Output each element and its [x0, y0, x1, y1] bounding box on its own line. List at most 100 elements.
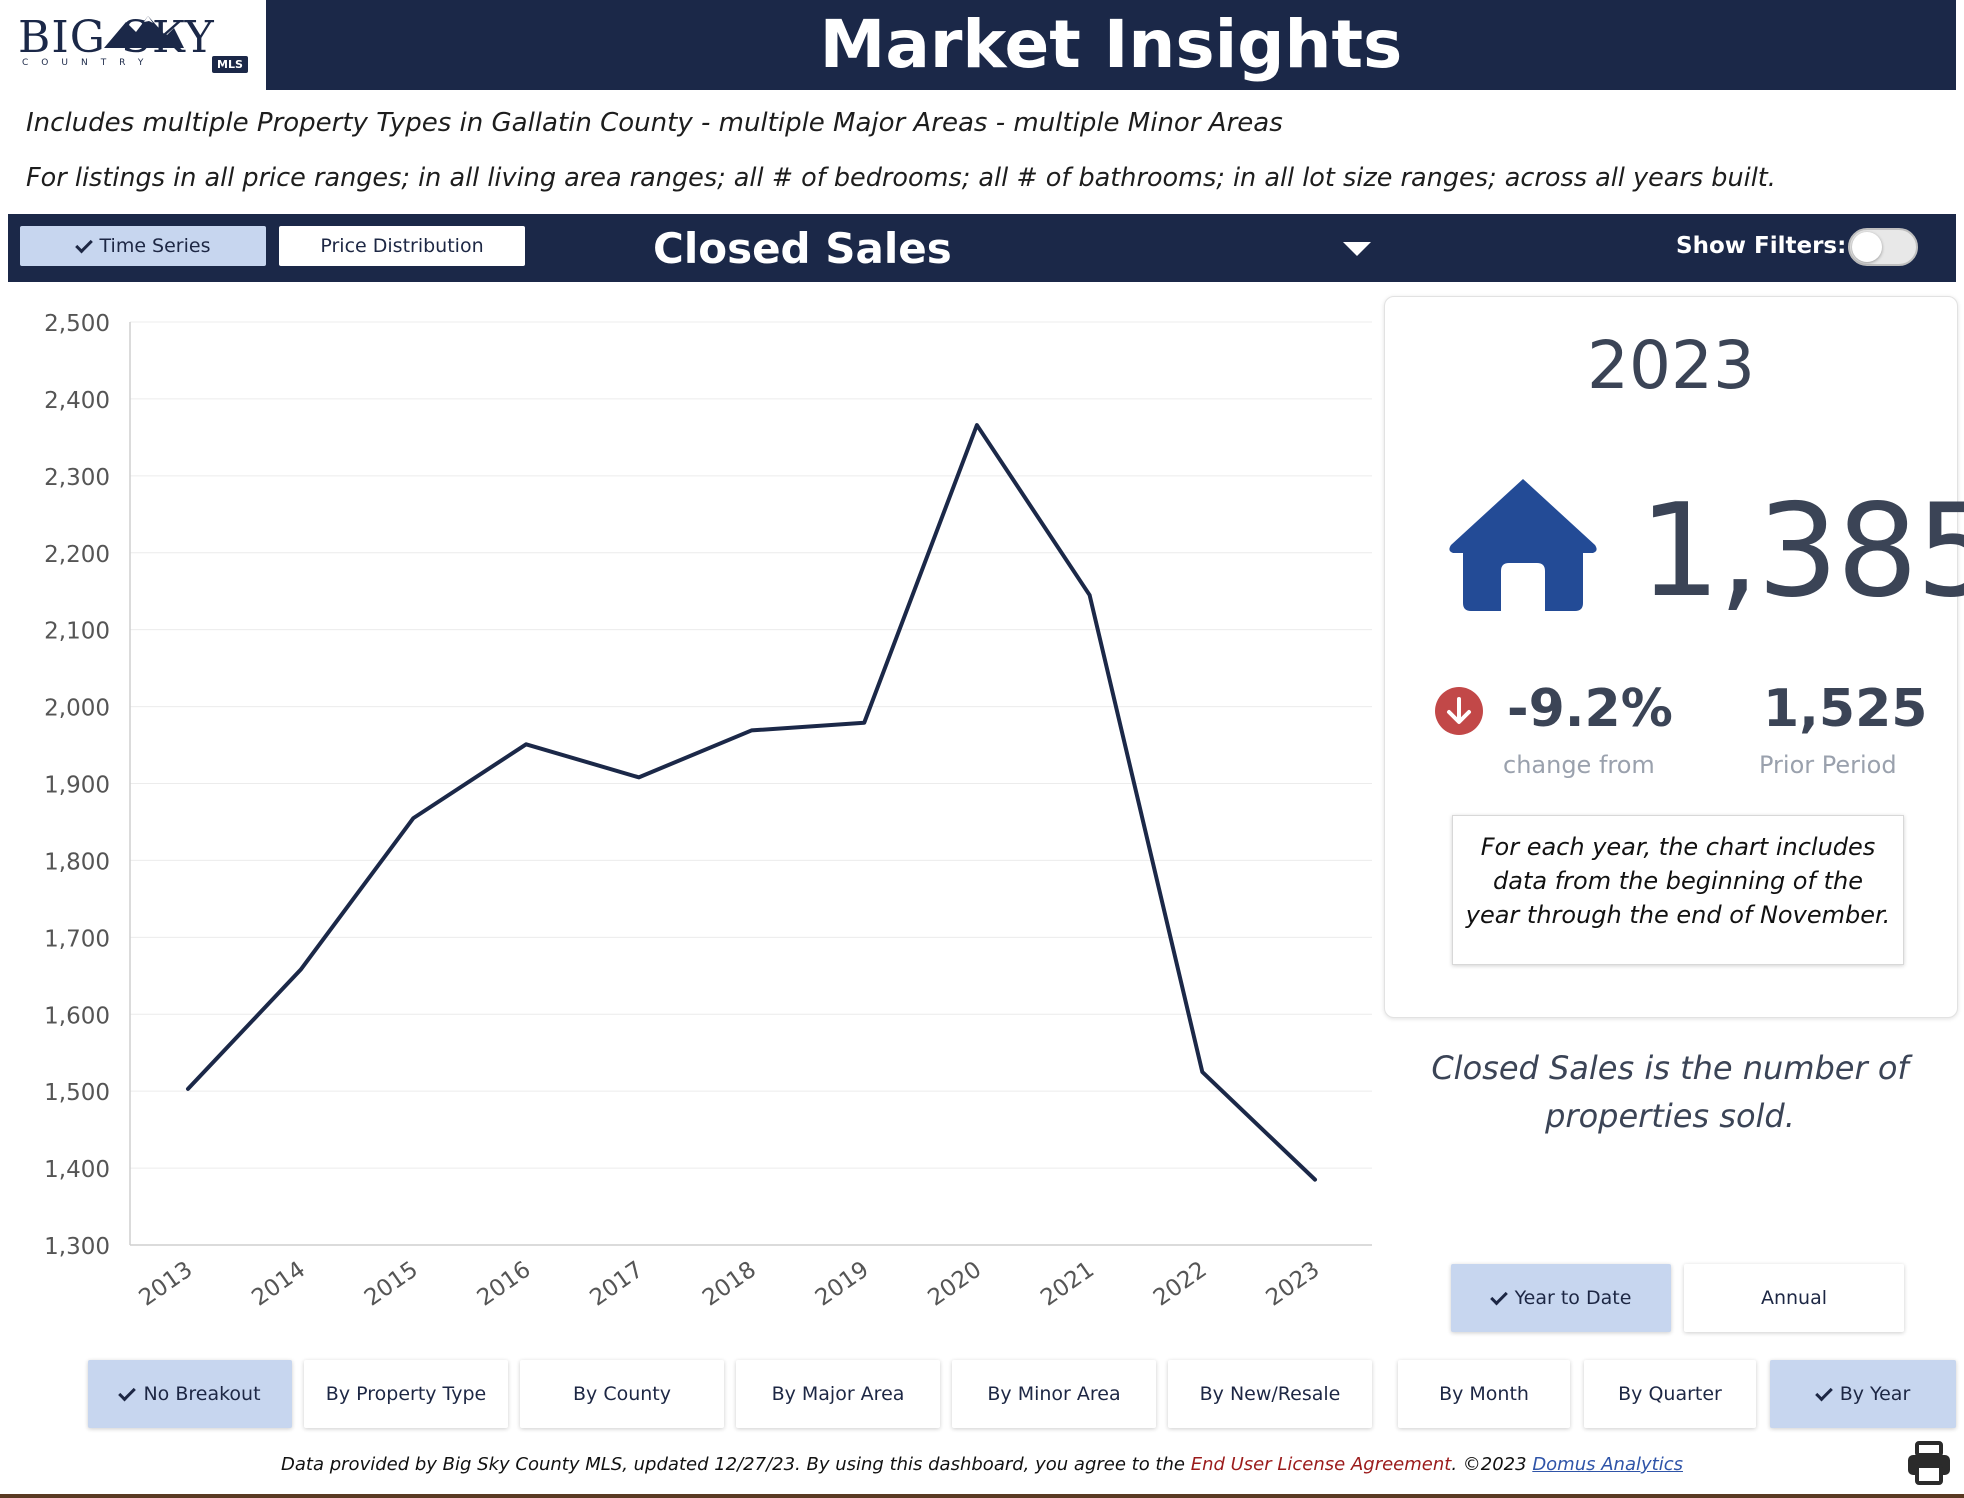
x-tick-label: 2023 [1262, 1257, 1325, 1312]
print-icon[interactable] [1906, 1440, 1952, 1486]
data-point[interactable] [1307, 1172, 1323, 1188]
by-minor-area-button[interactable]: By Minor Area [952, 1360, 1156, 1428]
eula-link[interactable]: End User License Agreement [1190, 1454, 1452, 1475]
y-tick-label: 2,400 [44, 388, 110, 414]
year-to-date-button[interactable]: Year to Date [1451, 1264, 1671, 1332]
data-point[interactable] [293, 962, 309, 978]
tab-price-distribution[interactable]: Price Distribution [279, 226, 525, 266]
kpi-change-label: change from [1503, 751, 1655, 779]
check-icon [118, 1383, 137, 1401]
tab-time-series[interactable]: Time Series [20, 226, 266, 266]
y-tick-label: 1,400 [44, 1157, 110, 1183]
metric-label: Closed Sales [653, 224, 952, 273]
footer-text: Data provided by Big Sky County MLS, upd… [0, 1454, 1964, 1475]
button-label: Year to Date [1514, 1287, 1632, 1309]
kpi-card: 2023 1,385 -9.2% change from 1,525 Prior… [1384, 296, 1964, 1018]
header-bar: Market Insights [266, 0, 1956, 90]
y-tick-label: 1,700 [44, 926, 110, 952]
kpi-value: 1,385 [1639, 477, 1964, 626]
data-point[interactable] [631, 769, 647, 785]
by-new-resale-button[interactable]: By New/Resale [1168, 1360, 1372, 1428]
x-tick-label: 2021 [1036, 1257, 1099, 1312]
data-point[interactable] [405, 810, 421, 826]
toolbar: Time Series Price Distribution Closed Sa… [8, 214, 1956, 282]
tab-label: Price Distribution [320, 235, 484, 257]
y-tick-label: 2,200 [44, 542, 110, 568]
by-month-button[interactable]: By Month [1398, 1360, 1570, 1428]
y-tick-label: 2,300 [44, 465, 110, 491]
page-title: Market Insights [819, 6, 1403, 83]
show-filters-label: Show Filters: [1676, 233, 1847, 259]
domus-analytics-link[interactable]: Domus Analytics [1532, 1454, 1683, 1475]
button-label: By County [573, 1383, 671, 1405]
logo-subtext: COUNTRY [22, 58, 157, 68]
closed-sales-chart: 1,300 1,400 1,500 1,600 1,700 1,800 1,900 2,000… [0, 290, 1380, 1330]
kpi-year: 2023 [1587, 327, 1755, 404]
kpi-change: -9.2% [1507, 679, 1673, 739]
kpi-prior-value: 1,525 [1763, 679, 1928, 739]
filter-summary-1: Includes multiple Property Types in Gall… [26, 108, 1283, 138]
x-tick-label: 2020 [923, 1257, 986, 1312]
check-icon [74, 235, 93, 253]
by-major-area-button[interactable]: By Major Area [736, 1360, 940, 1428]
x-tick-label: 2015 [360, 1257, 423, 1312]
y-tick-label: 2,500 [44, 311, 110, 337]
y-tick-label: 1,300 [44, 1234, 110, 1260]
no-breakout-button[interactable]: No Breakout [88, 1360, 292, 1428]
x-tick-label: 2017 [585, 1257, 648, 1312]
house-icon [1449, 479, 1597, 611]
filter-summary-2: For listings in all price ranges; in all… [26, 163, 1776, 193]
kpi-prior-label: Prior Period [1759, 751, 1897, 779]
series-line [186, 423, 1317, 1182]
bottom-border [0, 1494, 1964, 1498]
data-point[interactable] [518, 736, 534, 752]
check-icon [1489, 1287, 1508, 1305]
y-tick-label: 1,500 [44, 1080, 110, 1106]
logo-badge: MLS [212, 56, 248, 73]
data-point[interactable] [1194, 1064, 1210, 1080]
data-point[interactable] [744, 722, 760, 738]
button-label: By Year [1839, 1383, 1911, 1405]
big-sky-logo: BIG SKY COUNTRY MLS [0, 0, 266, 90]
data-point[interactable] [969, 417, 985, 433]
down-arrow-icon [1435, 687, 1483, 735]
x-tick-label: 2013 [135, 1257, 198, 1312]
x-tick-label: 2022 [1149, 1257, 1212, 1312]
show-filters-toggle[interactable] [1848, 228, 1918, 266]
annual-button[interactable]: Annual [1684, 1264, 1904, 1332]
button-label: By New/Resale [1199, 1383, 1341, 1405]
y-tick-label: 1,600 [44, 1003, 110, 1029]
mountain-icon [104, 16, 184, 48]
x-tick-label: 2018 [698, 1257, 761, 1312]
data-point[interactable] [1082, 587, 1098, 603]
button-label: No Breakout [143, 1383, 261, 1405]
toggle-knob [1852, 232, 1882, 262]
button-label: By Quarter [1618, 1383, 1722, 1405]
button-label: By Month [1439, 1383, 1529, 1405]
chart-svg: 1,300 1,400 1,500 1,600 1,700 1,800 1,900 2,000… [44, 311, 1372, 1312]
y-tick-label: 2,000 [44, 696, 110, 722]
footer-copyright: . ©2023 [1451, 1454, 1533, 1475]
by-property-type-button[interactable]: By Property Type [304, 1360, 508, 1428]
by-year-button[interactable]: By Year [1770, 1360, 1956, 1428]
x-tick-label: 2014 [247, 1257, 310, 1312]
button-label: Annual [1760, 1287, 1828, 1309]
button-label: By Minor Area [987, 1383, 1121, 1405]
tab-label: Time Series [99, 235, 211, 257]
metric-dropdown[interactable]: Closed Sales [643, 214, 1403, 282]
by-county-button[interactable]: By County [520, 1360, 724, 1428]
x-tick-label: 2016 [473, 1257, 536, 1312]
by-quarter-button[interactable]: By Quarter [1584, 1360, 1756, 1428]
y-tick-label: 2,100 [44, 619, 110, 645]
kpi-note: For each year, the chart includes data f… [1452, 815, 1904, 965]
check-icon [1814, 1383, 1833, 1401]
data-point[interactable] [856, 715, 872, 731]
chevron-down-icon[interactable] [1343, 242, 1371, 256]
metric-definition: Closed Sales is the number of properties… [1431, 1049, 1909, 1135]
data-point[interactable] [180, 1081, 196, 1097]
button-label: By Property Type [325, 1383, 487, 1405]
button-label: By Major Area [771, 1383, 905, 1405]
y-tick-label: 1,900 [44, 773, 110, 799]
footer-disclaimer: Data provided by Big Sky County MLS, upd… [281, 1454, 1191, 1475]
y-tick-label: 1,800 [44, 849, 110, 875]
